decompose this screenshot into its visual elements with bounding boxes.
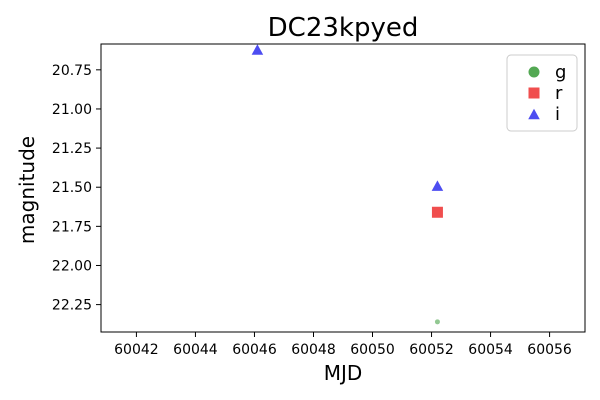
x-tick-label: 60044 [173, 342, 218, 358]
y-tick-label: 21.00 [52, 102, 92, 118]
x-axis: 60042 60044 60046 60048 60050 60052 60054 60056 [114, 332, 572, 358]
y-tick-label: 20.75 [52, 63, 92, 79]
legend-marker-g [528, 66, 540, 78]
data-point-g [434, 319, 440, 325]
data-point-i [431, 180, 444, 191]
chart-title: DC23kpyed [268, 13, 419, 43]
y-tick-label: 21.25 [52, 141, 92, 157]
y-axis-label: magnitude [15, 136, 39, 244]
legend: gri [506, 54, 578, 132]
y-tick-label: 22.25 [52, 298, 92, 314]
legend-label-i: i [555, 104, 560, 125]
x-tick-label: 60042 [114, 342, 159, 358]
y-tick-label: 22.00 [52, 258, 92, 274]
x-tick-label: 60056 [527, 342, 572, 358]
plot-area [100, 43, 586, 333]
y-axis: 20.75 21.00 21.25 21.50 21.75 22.00 22.25 [52, 63, 101, 314]
data-point-i [251, 44, 264, 55]
legend-box [506, 54, 578, 132]
data-point-r [431, 206, 443, 218]
x-tick-label: 60048 [291, 342, 336, 358]
legend-label-g: g [555, 62, 566, 83]
x-tick-label: 60054 [468, 342, 513, 358]
x-tick-label: 60052 [409, 342, 454, 358]
x-tick-label: 60046 [232, 342, 277, 358]
y-tick-label: 21.50 [52, 180, 92, 196]
legend-marker-i [528, 108, 540, 120]
data-points [251, 44, 444, 325]
y-tick-label: 21.75 [52, 219, 92, 235]
x-tick-label: 60050 [350, 342, 395, 358]
x-axis-label: MJD [324, 361, 363, 385]
legend-label-r: r [555, 83, 563, 104]
legend-marker-r [528, 87, 540, 99]
